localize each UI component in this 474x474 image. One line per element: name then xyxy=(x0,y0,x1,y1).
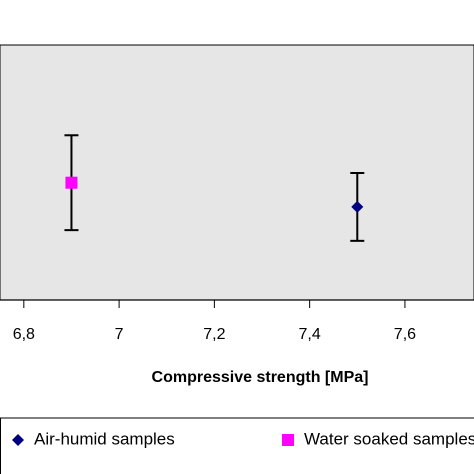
x-tick-label: 7,2 xyxy=(203,326,225,343)
x-tick-label: 6,8 xyxy=(13,326,35,343)
legend-box xyxy=(0,417,474,474)
legend-label: Air-humid samples xyxy=(34,429,175,448)
x-tick-label: 7,6 xyxy=(394,326,416,343)
legend-marker xyxy=(12,434,24,446)
x-tick-label: 7 xyxy=(115,326,124,343)
x-tick-label: 7,4 xyxy=(299,326,321,343)
plot-area xyxy=(0,44,474,301)
legend-label: Water soaked samples xyxy=(304,429,474,448)
legend-marker xyxy=(282,434,294,446)
x-axis-title: Compressive strength [MPa] xyxy=(152,369,369,386)
point xyxy=(65,176,78,189)
point xyxy=(351,200,364,213)
